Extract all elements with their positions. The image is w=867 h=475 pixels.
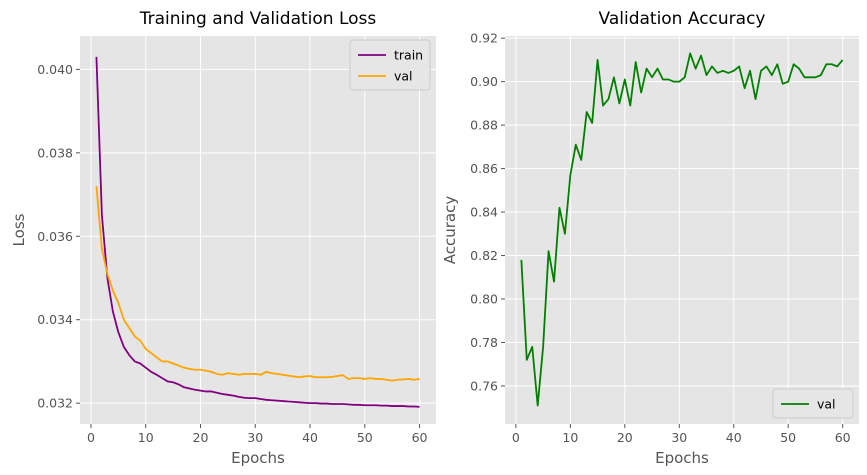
loss-legend-label-val: val <box>394 69 413 84</box>
loss-x-tick-label: 40 <box>302 430 318 445</box>
acc-x-tick-label: 30 <box>671 430 687 445</box>
acc-x-tick-label: 50 <box>780 430 796 445</box>
loss-x-tick-label: 0 <box>87 430 95 445</box>
loss-y-tick-label: 0.034 <box>37 312 73 327</box>
loss-plot-area <box>80 36 436 424</box>
acc-series-line-val <box>520 52 844 407</box>
acc-y-tick-label: 0.92 <box>470 31 498 46</box>
acc-x-tick-label: 20 <box>617 430 633 445</box>
acc-legend-box <box>772 388 854 419</box>
loss-legend-box <box>349 39 431 91</box>
loss-x-tick-label: 30 <box>247 430 263 445</box>
loss-x-tick-label: 50 <box>357 430 373 445</box>
loss-series-line-val <box>95 186 420 382</box>
loss-y-tick-label: 0.040 <box>37 62 73 77</box>
loss-x-axis-label: Epochs <box>231 449 285 467</box>
acc-legend: val <box>772 388 854 419</box>
acc-x-tick-label: 40 <box>726 430 742 445</box>
acc-x-tick-label: 60 <box>835 430 851 445</box>
loss-y-tick-label: 0.038 <box>37 145 73 160</box>
acc-y-tick-label: 0.76 <box>470 378 498 393</box>
loss-x-tick-label: 60 <box>412 430 428 445</box>
acc-chart-title: Validation Accuracy <box>599 9 766 29</box>
acc-legend-label-val: val <box>817 397 836 412</box>
acc-x-tick-label: 0 <box>512 430 520 445</box>
acc-y-tick-label: 0.78 <box>470 335 498 350</box>
loss-x-tick-label: 10 <box>138 430 154 445</box>
loss-y-tick-label: 0.032 <box>37 396 73 411</box>
acc-y-tick-label: 0.80 <box>470 292 498 307</box>
acc-y-tick-label: 0.86 <box>470 161 498 176</box>
acc-x-axis-label: Epochs <box>655 449 709 467</box>
loss-y-axis-label: Loss <box>10 213 28 246</box>
acc-x-tick-label: 10 <box>562 430 578 445</box>
accuracy-chart: 0 10 20 30 40 50 60 0.76 0.78 0.80 0.82 0.84 0.86 0.8… <box>441 9 859 467</box>
acc-y-axis-label: Accuracy <box>441 196 459 265</box>
acc-y-tick-label: 0.90 <box>470 74 498 89</box>
acc-y-tick-label: 0.84 <box>470 205 498 220</box>
loss-x-tick-label: 20 <box>193 430 209 445</box>
loss-chart: 0 10 20 30 40 50 60 0.032 0.034 0.036 0.038 0.040 Tr… <box>10 9 436 467</box>
loss-series-line-train <box>95 56 420 408</box>
loss-legend: train val <box>349 39 431 91</box>
acc-y-tick-label: 0.82 <box>470 248 498 263</box>
loss-y-tick-label: 0.036 <box>37 229 73 244</box>
loss-legend-label-train: train <box>394 48 423 63</box>
loss-chart-title: Training and Validation Loss <box>139 9 377 29</box>
acc-y-tick-label: 0.88 <box>470 118 498 133</box>
